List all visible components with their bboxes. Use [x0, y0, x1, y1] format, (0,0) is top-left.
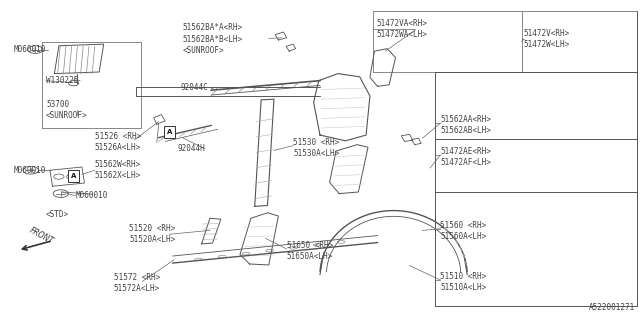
Text: M060010: M060010	[14, 166, 47, 175]
Text: 92044C: 92044C	[180, 83, 208, 92]
Text: 51530 <RH>
51530A<LH>: 51530 <RH> 51530A<LH>	[293, 138, 339, 158]
Text: 51562BA*A<RH>
51562BA*B<LH>
<SUNROOF>: 51562BA*A<RH> 51562BA*B<LH> <SUNROOF>	[182, 23, 243, 55]
Text: A522001271: A522001271	[589, 303, 635, 312]
Text: 51572 <RH>
51572A<LH>: 51572 <RH> 51572A<LH>	[114, 273, 160, 293]
Text: 51650 <RH>
51650A<LH>: 51650 <RH> 51650A<LH>	[287, 241, 333, 261]
Text: 51562W<RH>
51562X<LH>: 51562W<RH> 51562X<LH>	[95, 160, 141, 180]
Text: 51560 <RH>
51560A<LH>: 51560 <RH> 51560A<LH>	[440, 221, 486, 241]
Text: 53700
<SUNROOF>: 53700 <SUNROOF>	[46, 100, 88, 120]
Text: 51520 <RH>
51520A<LH>: 51520 <RH> 51520A<LH>	[129, 224, 175, 244]
Text: A: A	[167, 129, 172, 135]
Text: 51510 <RH>
51510A<LH>: 51510 <RH> 51510A<LH>	[440, 272, 486, 292]
Text: <STD>: <STD>	[46, 210, 69, 219]
FancyBboxPatch shape	[164, 126, 175, 138]
Text: M060010: M060010	[76, 191, 108, 200]
FancyBboxPatch shape	[68, 170, 79, 182]
Text: A: A	[71, 173, 76, 179]
Text: W130225: W130225	[46, 76, 79, 85]
Text: M060010: M060010	[14, 45, 47, 54]
Text: 92044H: 92044H	[178, 144, 205, 153]
Text: 51562AA<RH>
51562AB<LH>: 51562AA<RH> 51562AB<LH>	[440, 116, 491, 135]
Text: 51472V<RH>
51472W<LH>: 51472V<RH> 51472W<LH>	[524, 29, 570, 49]
Text: 51526 <RH>
51526A<LH>: 51526 <RH> 51526A<LH>	[95, 132, 141, 152]
Text: FRONT: FRONT	[28, 226, 55, 246]
Text: 51472VA<RH>
51472WA<LH>: 51472VA<RH> 51472WA<LH>	[376, 20, 427, 39]
Text: 51472AE<RH>
51472AF<LH>: 51472AE<RH> 51472AF<LH>	[440, 148, 491, 167]
